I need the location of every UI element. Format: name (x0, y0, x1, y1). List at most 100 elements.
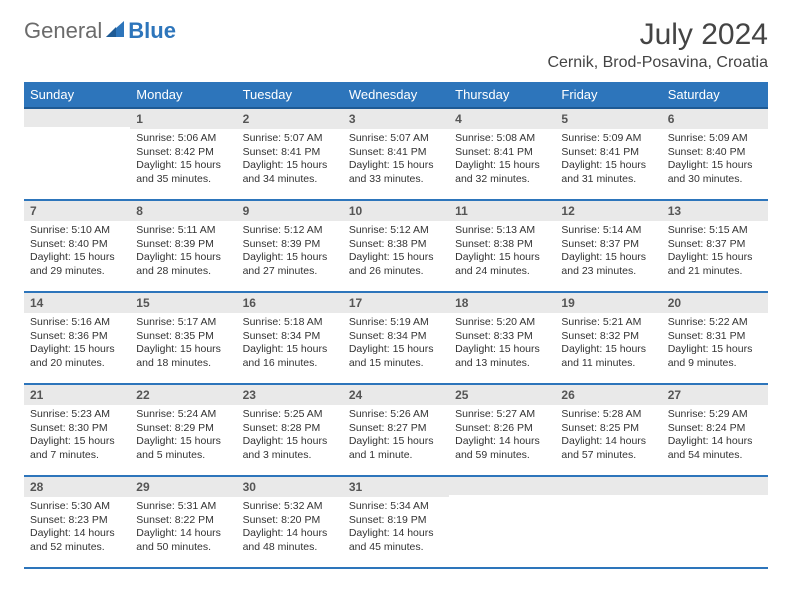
calendar-day-cell: 21Sunrise: 5:23 AMSunset: 8:30 PMDayligh… (24, 384, 130, 476)
daylight-text-2: and 29 minutes. (30, 265, 124, 279)
daylight-text-1: Daylight: 15 hours (243, 343, 337, 357)
daylight-text-1: Daylight: 15 hours (136, 251, 230, 265)
title-block: July 2024 Cernik, Brod-Posavina, Croatia (547, 18, 768, 72)
day-number (449, 477, 555, 495)
daylight-text-1: Daylight: 15 hours (561, 343, 655, 357)
calendar-day-cell: 25Sunrise: 5:27 AMSunset: 8:26 PMDayligh… (449, 384, 555, 476)
day-number: 5 (555, 109, 661, 129)
sunrise-text: Sunrise: 5:09 AM (561, 132, 655, 146)
day-data: Sunrise: 5:25 AMSunset: 8:28 PMDaylight:… (237, 405, 343, 467)
daylight-text-1: Daylight: 15 hours (668, 251, 762, 265)
sunset-text: Sunset: 8:39 PM (136, 238, 230, 252)
daylight-text-2: and 16 minutes. (243, 357, 337, 371)
sunset-text: Sunset: 8:31 PM (668, 330, 762, 344)
sunset-text: Sunset: 8:39 PM (243, 238, 337, 252)
daylight-text-2: and 9 minutes. (668, 357, 762, 371)
day-data: Sunrise: 5:31 AMSunset: 8:22 PMDaylight:… (130, 497, 236, 559)
daylight-text-1: Daylight: 15 hours (136, 159, 230, 173)
daylight-text-2: and 26 minutes. (349, 265, 443, 279)
calendar-week-row: 14Sunrise: 5:16 AMSunset: 8:36 PMDayligh… (24, 292, 768, 384)
sunrise-text: Sunrise: 5:12 AM (349, 224, 443, 238)
calendar-week-row: 28Sunrise: 5:30 AMSunset: 8:23 PMDayligh… (24, 476, 768, 568)
day-number: 15 (130, 293, 236, 313)
sunrise-text: Sunrise: 5:24 AM (136, 408, 230, 422)
day-data: Sunrise: 5:27 AMSunset: 8:26 PMDaylight:… (449, 405, 555, 467)
day-data: Sunrise: 5:10 AMSunset: 8:40 PMDaylight:… (24, 221, 130, 283)
day-data: Sunrise: 5:13 AMSunset: 8:38 PMDaylight:… (449, 221, 555, 283)
day-data: Sunrise: 5:32 AMSunset: 8:20 PMDaylight:… (237, 497, 343, 559)
day-data: Sunrise: 5:28 AMSunset: 8:25 PMDaylight:… (555, 405, 661, 467)
day-data: Sunrise: 5:12 AMSunset: 8:39 PMDaylight:… (237, 221, 343, 283)
sunrise-text: Sunrise: 5:13 AM (455, 224, 549, 238)
sunrise-text: Sunrise: 5:14 AM (561, 224, 655, 238)
sunrise-text: Sunrise: 5:07 AM (349, 132, 443, 146)
day-data: Sunrise: 5:09 AMSunset: 8:41 PMDaylight:… (555, 129, 661, 191)
sunrise-text: Sunrise: 5:12 AM (243, 224, 337, 238)
daylight-text-1: Daylight: 14 hours (243, 527, 337, 541)
calendar-day-cell: 7Sunrise: 5:10 AMSunset: 8:40 PMDaylight… (24, 200, 130, 292)
sunset-text: Sunset: 8:22 PM (136, 514, 230, 528)
day-number: 16 (237, 293, 343, 313)
sunset-text: Sunset: 8:41 PM (243, 146, 337, 160)
weekday-header: Wednesday (343, 82, 449, 108)
day-number: 17 (343, 293, 449, 313)
daylight-text-2: and 21 minutes. (668, 265, 762, 279)
header: General Blue July 2024 Cernik, Brod-Posa… (24, 18, 768, 72)
day-number: 22 (130, 385, 236, 405)
calendar-day-cell: 17Sunrise: 5:19 AMSunset: 8:34 PMDayligh… (343, 292, 449, 384)
sunrise-text: Sunrise: 5:31 AM (136, 500, 230, 514)
day-data: Sunrise: 5:14 AMSunset: 8:37 PMDaylight:… (555, 221, 661, 283)
sunrise-text: Sunrise: 5:07 AM (243, 132, 337, 146)
day-number: 18 (449, 293, 555, 313)
sunset-text: Sunset: 8:23 PM (30, 514, 124, 528)
calendar-day-cell: 18Sunrise: 5:20 AMSunset: 8:33 PMDayligh… (449, 292, 555, 384)
sunrise-text: Sunrise: 5:08 AM (455, 132, 549, 146)
weekday-header: Friday (555, 82, 661, 108)
daylight-text-1: Daylight: 15 hours (243, 159, 337, 173)
daylight-text-1: Daylight: 15 hours (455, 343, 549, 357)
day-number: 14 (24, 293, 130, 313)
sunset-text: Sunset: 8:20 PM (243, 514, 337, 528)
sunset-text: Sunset: 8:26 PM (455, 422, 549, 436)
day-number (555, 477, 661, 495)
day-number: 11 (449, 201, 555, 221)
sunrise-text: Sunrise: 5:10 AM (30, 224, 124, 238)
sunset-text: Sunset: 8:32 PM (561, 330, 655, 344)
calendar-week-row: 1Sunrise: 5:06 AMSunset: 8:42 PMDaylight… (24, 108, 768, 200)
daylight-text-2: and 59 minutes. (455, 449, 549, 463)
day-data: Sunrise: 5:06 AMSunset: 8:42 PMDaylight:… (130, 129, 236, 191)
day-number: 29 (130, 477, 236, 497)
daylight-text-1: Daylight: 15 hours (349, 343, 443, 357)
sunrise-text: Sunrise: 5:29 AM (668, 408, 762, 422)
sunrise-text: Sunrise: 5:32 AM (243, 500, 337, 514)
day-data: Sunrise: 5:22 AMSunset: 8:31 PMDaylight:… (662, 313, 768, 375)
sunrise-text: Sunrise: 5:28 AM (561, 408, 655, 422)
daylight-text-2: and 31 minutes. (561, 173, 655, 187)
day-data: Sunrise: 5:23 AMSunset: 8:30 PMDaylight:… (24, 405, 130, 467)
daylight-text-2: and 52 minutes. (30, 541, 124, 555)
sunrise-text: Sunrise: 5:15 AM (668, 224, 762, 238)
day-data: Sunrise: 5:24 AMSunset: 8:29 PMDaylight:… (130, 405, 236, 467)
daylight-text-2: and 34 minutes. (243, 173, 337, 187)
day-data: Sunrise: 5:07 AMSunset: 8:41 PMDaylight:… (343, 129, 449, 191)
daylight-text-2: and 5 minutes. (136, 449, 230, 463)
calendar-day-cell: 20Sunrise: 5:22 AMSunset: 8:31 PMDayligh… (662, 292, 768, 384)
daylight-text-1: Daylight: 15 hours (561, 159, 655, 173)
sunset-text: Sunset: 8:30 PM (30, 422, 124, 436)
daylight-text-1: Daylight: 14 hours (561, 435, 655, 449)
sunset-text: Sunset: 8:40 PM (668, 146, 762, 160)
day-number: 25 (449, 385, 555, 405)
logo-text-sub: Blue (128, 18, 176, 44)
daylight-text-1: Daylight: 15 hours (349, 435, 443, 449)
daylight-text-1: Daylight: 15 hours (349, 159, 443, 173)
daylight-text-2: and 54 minutes. (668, 449, 762, 463)
day-data (24, 127, 130, 187)
sunrise-text: Sunrise: 5:27 AM (455, 408, 549, 422)
sunset-text: Sunset: 8:35 PM (136, 330, 230, 344)
day-number: 21 (24, 385, 130, 405)
calendar-day-cell: 28Sunrise: 5:30 AMSunset: 8:23 PMDayligh… (24, 476, 130, 568)
sunset-text: Sunset: 8:36 PM (30, 330, 124, 344)
sunset-text: Sunset: 8:34 PM (243, 330, 337, 344)
sunrise-text: Sunrise: 5:23 AM (30, 408, 124, 422)
calendar-day-cell: 15Sunrise: 5:17 AMSunset: 8:35 PMDayligh… (130, 292, 236, 384)
